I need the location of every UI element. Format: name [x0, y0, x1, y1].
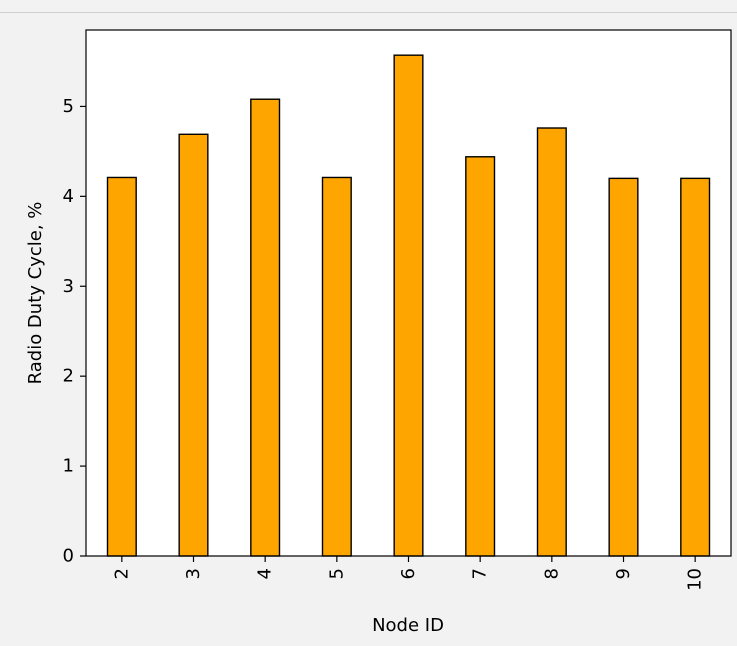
x-tick-label: 5	[326, 568, 347, 579]
bar-node-9	[608, 177, 639, 557]
x-axis-ticks: 2 3 4 5 6 7 8 9 10	[111, 556, 706, 591]
x-tick-label: 4	[255, 568, 276, 579]
x-axis-label: Node ID	[372, 615, 444, 636]
y-axis-label: Radio Duty Cycle, %	[25, 202, 46, 385]
y-axis-ticks: 0 1 2 3 4 5	[63, 96, 86, 567]
x-tick-label: 8	[541, 568, 562, 579]
x-tick-label: 3	[183, 568, 204, 579]
y-tick-label: 2	[63, 366, 74, 387]
top-divider	[0, 12, 737, 13]
y-tick-label: 1	[63, 456, 74, 477]
y-tick-label: 3	[63, 276, 74, 297]
y-tick-label: 5	[63, 96, 74, 117]
bar-node-3	[178, 133, 209, 557]
bar-node-8	[536, 127, 567, 557]
bar-node-5	[321, 176, 352, 557]
plot-frame	[85, 29, 732, 557]
x-tick-label: 10	[685, 568, 706, 591]
bar-node-10	[680, 177, 711, 557]
y-tick-label: 0	[63, 546, 74, 567]
bar-series	[106, 54, 711, 557]
bar-node-2	[106, 176, 137, 557]
x-tick-label: 2	[111, 568, 132, 579]
bar-node-7	[465, 156, 496, 557]
y-tick-label: 4	[63, 186, 74, 207]
x-tick-label: 7	[470, 568, 491, 579]
bar-node-6	[393, 54, 424, 557]
x-tick-label: 9	[613, 568, 634, 579]
x-tick-label: 6	[398, 568, 419, 579]
bar-node-4	[250, 98, 281, 557]
